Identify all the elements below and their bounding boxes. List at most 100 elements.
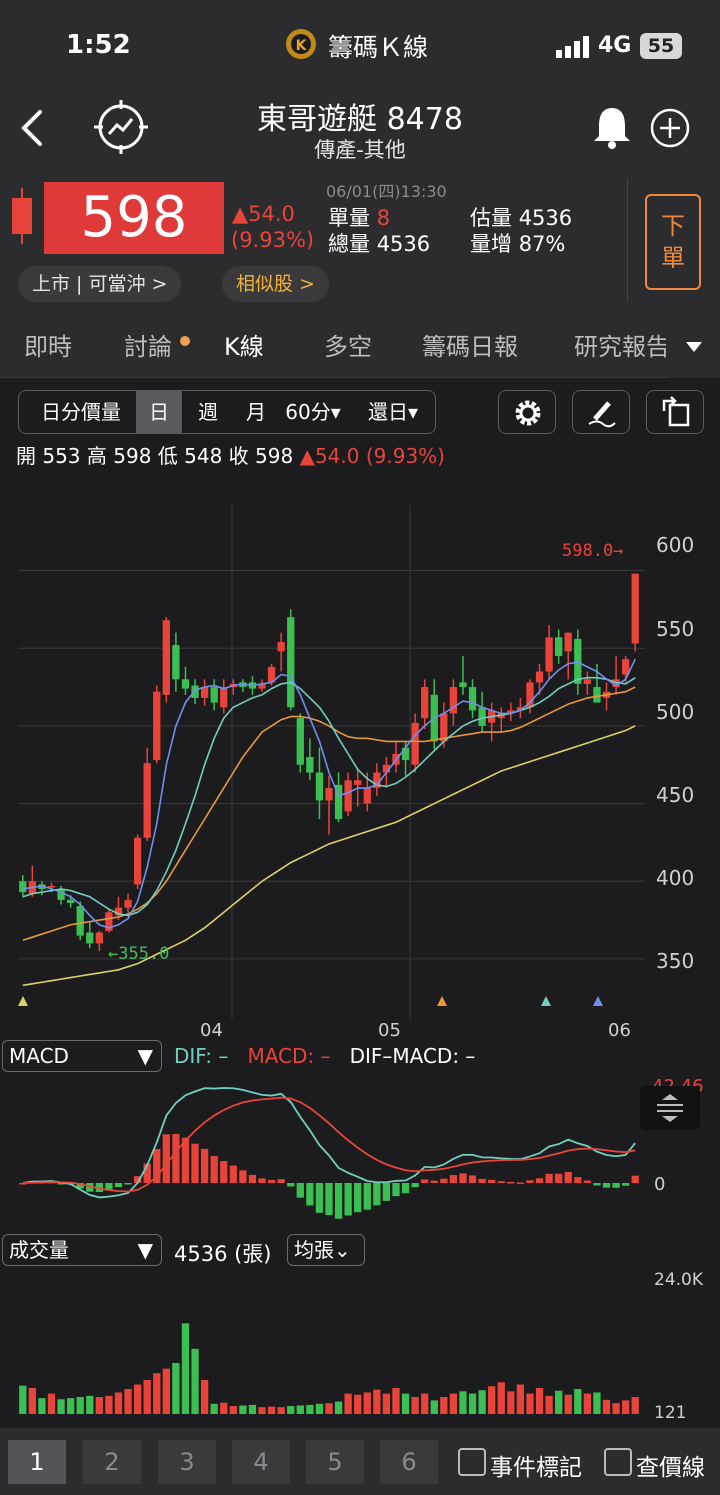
event-marker-icon xyxy=(541,996,551,1006)
volume-bar xyxy=(545,1395,553,1414)
candle-body xyxy=(583,679,592,684)
date-tick-label: 06 xyxy=(608,1020,631,1041)
event-mark-checkbox[interactable] xyxy=(458,1448,486,1476)
period-week[interactable]: 週 xyxy=(198,400,218,424)
similar-stocks-button[interactable]: 相似股 > xyxy=(222,266,329,302)
back-icon[interactable] xyxy=(14,106,54,150)
volume-value: 4536 (張) xyxy=(174,1242,272,1266)
volume-bar xyxy=(133,1384,142,1414)
page-2-button[interactable]: 2 xyxy=(83,1440,141,1484)
price-line-checkbox[interactable] xyxy=(604,1448,632,1476)
tab-bull-bear[interactable]: 多空 xyxy=(324,333,372,361)
macd-legend: DIF: – MACD: – DIF–MACD: – xyxy=(174,1044,475,1068)
macd-histogram-bar xyxy=(267,1179,276,1183)
rotate-button[interactable] xyxy=(646,390,704,434)
volume-top-label: 24.0K xyxy=(654,1270,703,1290)
candle-body xyxy=(57,889,65,900)
price-tick-label: 350 xyxy=(656,949,695,973)
tab-realtime[interactable]: 即時 xyxy=(24,333,72,361)
macd-histogram-bar xyxy=(545,1173,553,1183)
draw-button[interactable] xyxy=(572,390,630,434)
macd-histogram-bar xyxy=(468,1175,477,1183)
page-6-button[interactable]: 6 xyxy=(380,1440,438,1484)
resize-handle-icon[interactable] xyxy=(640,1086,700,1130)
macd-chart xyxy=(19,1087,639,1219)
restore-dividend[interactable]: 還日▾ xyxy=(367,400,419,424)
page-4-button[interactable]: 4 xyxy=(232,1440,290,1484)
volume-bar xyxy=(47,1393,56,1414)
gear-icon xyxy=(515,400,541,426)
volume-bar xyxy=(124,1389,132,1414)
macd-histogram-bar xyxy=(19,1183,27,1185)
svg-text:K: K xyxy=(296,38,308,54)
kline-chart[interactable] xyxy=(0,505,720,1040)
close-value: 收 598 xyxy=(228,444,294,468)
macd-histogram-bar xyxy=(124,1183,132,1185)
macd-histogram-bar xyxy=(86,1183,94,1192)
date-tick-label: 04 xyxy=(200,1020,223,1041)
macd-histogram-bar xyxy=(153,1149,161,1183)
macd-histogram-bar xyxy=(430,1180,438,1183)
add-icon[interactable] xyxy=(650,108,690,148)
macd-histogram-bar xyxy=(296,1183,304,1198)
target-chart-icon[interactable] xyxy=(94,100,148,154)
macd-histogram-bar xyxy=(105,1183,113,1190)
settings-button[interactable] xyxy=(498,390,556,434)
period-month[interactable]: 月 xyxy=(246,400,266,424)
macd-histogram-bar xyxy=(210,1156,218,1183)
divider xyxy=(627,178,628,302)
candle-body xyxy=(564,632,572,652)
candle-body xyxy=(172,645,180,680)
volume-bar xyxy=(162,1368,170,1414)
bottom-bar: 1 2 3 4 5 6 事件標記 查價線 xyxy=(0,1428,720,1495)
page-1-button[interactable]: 1 xyxy=(8,1440,66,1484)
volume-chart xyxy=(19,1323,639,1414)
macd-histogram-bar xyxy=(114,1183,123,1188)
macd-histogram-bar xyxy=(449,1175,458,1183)
volume-bar xyxy=(478,1390,486,1414)
page-3-button[interactable]: 3 xyxy=(158,1440,216,1484)
period-intraday[interactable]: 日分價量 xyxy=(41,400,121,424)
status-bar: 1:52 K 籌碼Ｋ線 4G 55 xyxy=(0,0,720,92)
candle-body xyxy=(124,899,132,908)
candle-body xyxy=(143,763,151,838)
volume-bar xyxy=(564,1394,572,1414)
candle-body xyxy=(258,683,266,689)
candle-body xyxy=(267,666,276,683)
bell-icon[interactable] xyxy=(590,104,634,150)
tab-chip-report[interactable]: 籌碼日報 xyxy=(422,333,518,361)
tab-discussion[interactable]: 討論 xyxy=(124,333,172,361)
network-type: 4G xyxy=(598,33,632,58)
event-marker-icon xyxy=(18,996,28,1006)
macd-histogram-bar xyxy=(526,1180,534,1183)
macd-histogram-bar xyxy=(181,1137,190,1183)
candle-body xyxy=(449,687,458,714)
macd-histogram-bar xyxy=(516,1182,525,1184)
macd-histogram-bar xyxy=(76,1183,84,1189)
volume-bar xyxy=(220,1402,228,1414)
order-button[interactable]: 下 單 xyxy=(645,194,701,290)
period-60min[interactable]: 60分▾ xyxy=(285,400,341,424)
volume-bar xyxy=(401,1393,410,1414)
dif-legend: DIF: – xyxy=(174,1044,229,1068)
candle-body xyxy=(535,671,544,683)
tab-research[interactable]: 研究報告 xyxy=(574,333,666,361)
indicator-select[interactable]: MACD ▼ xyxy=(2,1040,162,1072)
candle-body xyxy=(162,620,170,695)
signal-icon xyxy=(556,36,592,62)
tab-kline[interactable]: K線 xyxy=(224,333,264,361)
market-tag[interactable]: 上市 | 可當沖 > xyxy=(18,266,182,302)
period-day[interactable]: 日 xyxy=(136,391,182,433)
page-5-button[interactable]: 5 xyxy=(306,1440,364,1484)
candle-body xyxy=(354,780,362,785)
total-volume: 總量 4536 xyxy=(328,232,431,256)
volume-select[interactable]: 成交量 ▼ xyxy=(2,1234,162,1266)
candle-body xyxy=(114,907,123,916)
macd-histogram-bar xyxy=(440,1178,448,1183)
macd-histogram-bar xyxy=(602,1183,611,1188)
volume-bottom-label: 121 xyxy=(654,1403,687,1423)
tab-more-icon[interactable] xyxy=(668,316,720,378)
volume-mode-select[interactable]: 均張⌄ xyxy=(287,1234,365,1266)
single-volume: 單量 8 xyxy=(328,206,391,230)
volume-bar xyxy=(143,1380,151,1414)
